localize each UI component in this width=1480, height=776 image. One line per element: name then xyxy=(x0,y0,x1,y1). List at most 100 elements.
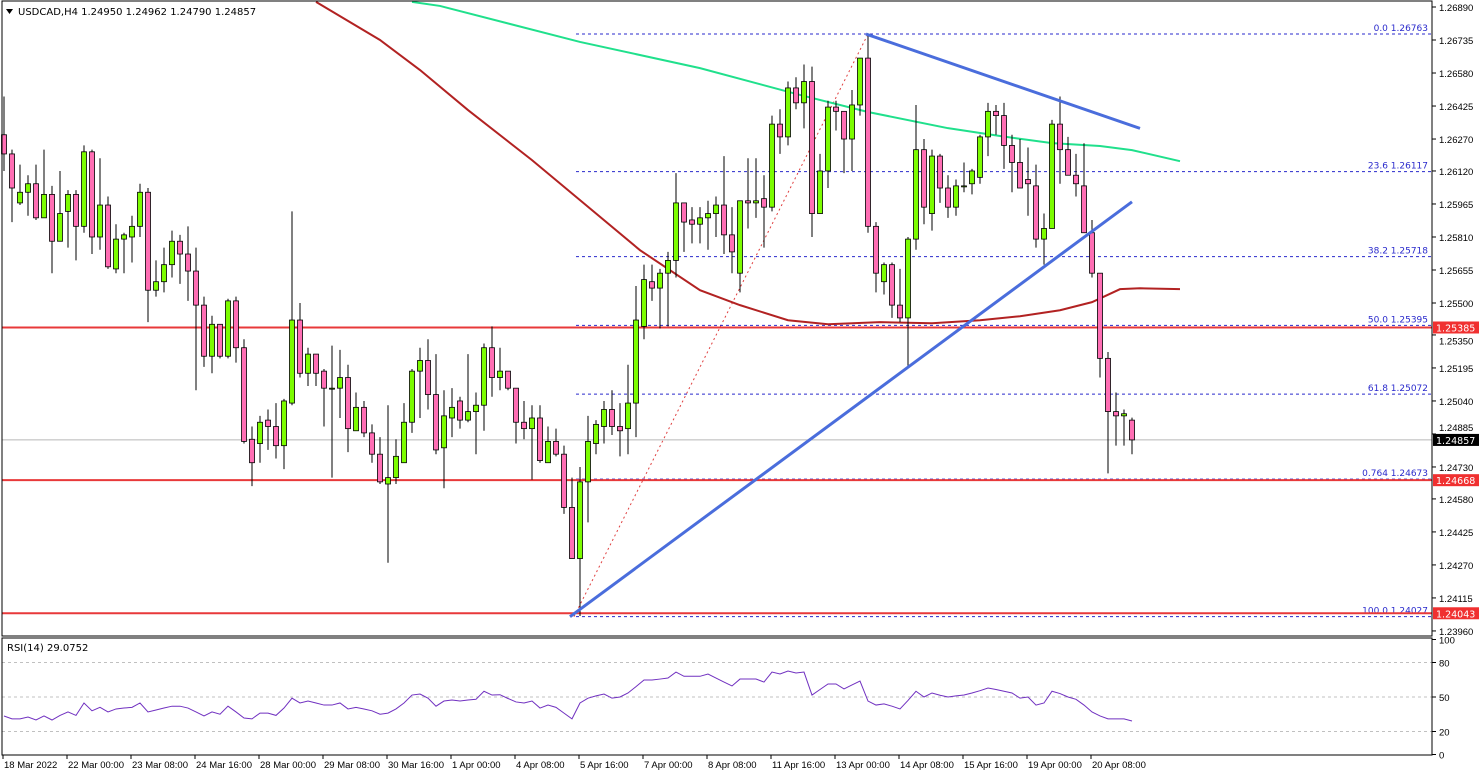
candle xyxy=(929,149,935,231)
candle xyxy=(857,57,863,116)
bearish-candle-body xyxy=(553,441,559,455)
bullish-candle-body xyxy=(857,57,863,106)
bullish-candle-body xyxy=(817,170,823,214)
chart-header: USDCAD,H4 1.24950 1.24962 1.24790 1.2485… xyxy=(6,7,256,654)
bearish-candle-body xyxy=(457,400,463,421)
bearish-candle-body xyxy=(1033,185,1039,240)
price-axis-label: 1.24425 xyxy=(1439,528,1473,539)
candle xyxy=(609,390,615,436)
collapse-triangle-icon[interactable] xyxy=(6,9,13,14)
main-pane[interactable]: 0.0 1.26763 23.6 1.26117 38.2 1.25718 50.0 … xyxy=(1,0,1433,618)
bullish-candle-body xyxy=(577,481,583,559)
bearish-candle-body xyxy=(249,438,255,464)
bullish-candle-body xyxy=(129,225,135,238)
time-axis-label: 5 Apr 16:00 xyxy=(580,760,629,771)
rsi-axis-label: 100 xyxy=(1439,636,1455,647)
bullish-candle-body xyxy=(769,123,775,208)
candle xyxy=(969,168,975,195)
bullish-candle-body xyxy=(665,260,671,274)
bullish-candle-body xyxy=(961,185,967,188)
price-axis-label: 1.24730 xyxy=(1439,463,1473,474)
candle xyxy=(81,145,87,233)
bearish-candle-body xyxy=(993,110,999,117)
bullish-candle-body xyxy=(473,404,479,413)
bullish-candle-body xyxy=(257,421,263,444)
candle xyxy=(369,424,375,463)
candle xyxy=(153,260,159,297)
rsi-pane[interactable] xyxy=(2,662,1432,732)
symbol-info: USDCAD,H4 1.24950 1.24962 1.24790 1.2485… xyxy=(18,7,256,18)
fast-moving-average-line[interactable] xyxy=(315,1,1181,326)
fibonacci-level-label: 0.0 1.26763 xyxy=(1374,24,1428,34)
bullish-candle-body xyxy=(1121,413,1127,417)
bullish-candle-body xyxy=(17,191,23,204)
rsi-line[interactable] xyxy=(3,670,1133,722)
bearish-candle-body xyxy=(377,453,383,483)
candle xyxy=(537,405,543,463)
candle xyxy=(593,420,599,455)
level-price-tag-text: 1.25385 xyxy=(1436,323,1475,334)
candle xyxy=(313,353,319,387)
candle xyxy=(401,403,407,464)
time-axis-label: 8 Apr 08:00 xyxy=(708,760,757,771)
resistance-trendline[interactable] xyxy=(865,32,1141,130)
bearish-candle-body xyxy=(217,323,223,357)
slow-moving-average-line[interactable] xyxy=(411,0,1181,163)
candle xyxy=(233,296,239,363)
candle xyxy=(17,164,23,206)
bullish-candle-body xyxy=(417,360,423,372)
bullish-candle-body xyxy=(121,234,127,240)
price-axis-label: 1.24885 xyxy=(1439,423,1473,434)
fibonacci-level-label: 61.8 1.25072 xyxy=(1368,384,1428,394)
bearish-candle-body xyxy=(105,204,111,268)
bearish-candle-body xyxy=(945,187,951,208)
price-axis-label: 1.25810 xyxy=(1439,233,1473,244)
candle xyxy=(497,347,503,391)
price-axis-label: 1.23960 xyxy=(1439,627,1473,638)
candle xyxy=(449,388,455,438)
fibonacci-level-label: 0.764 1.24673 xyxy=(1362,469,1428,479)
bullish-candle-body xyxy=(281,400,287,447)
main-pane-frame xyxy=(1,0,1433,637)
bullish-candle-body xyxy=(1041,228,1047,240)
candle xyxy=(785,81,791,146)
bullish-candle-body xyxy=(113,238,119,270)
bearish-candle-body xyxy=(425,360,431,395)
candle xyxy=(601,400,607,444)
price-axis-label: 1.26580 xyxy=(1439,69,1473,80)
candle xyxy=(801,64,807,129)
candle xyxy=(345,364,351,453)
price-axis-label: 1.25040 xyxy=(1439,397,1473,408)
level-price-tag xyxy=(1433,474,1479,487)
candle xyxy=(353,392,359,432)
candle xyxy=(9,149,15,223)
candle xyxy=(209,315,215,374)
bearish-candle-body xyxy=(321,370,327,389)
candle xyxy=(993,104,999,135)
candle xyxy=(121,232,127,274)
candle xyxy=(1121,409,1127,446)
time-axis-label: 19 Apr 00:00 xyxy=(1028,760,1082,771)
price-axis-label: 1.25655 xyxy=(1439,266,1473,277)
support-trendline[interactable] xyxy=(569,200,1133,618)
bearish-candle-body xyxy=(561,453,567,508)
candle xyxy=(1097,272,1103,378)
candle xyxy=(457,396,463,429)
candle xyxy=(217,323,223,359)
candle xyxy=(689,207,695,244)
candle xyxy=(705,200,711,250)
candle xyxy=(625,364,631,455)
bullish-candle-body xyxy=(305,353,311,374)
bullish-candle-body xyxy=(497,370,503,378)
candle xyxy=(513,387,519,444)
candle xyxy=(961,162,967,193)
candle xyxy=(1113,392,1119,446)
candle xyxy=(161,247,167,293)
candle xyxy=(1049,119,1055,229)
bullish-candle-body xyxy=(209,323,215,357)
candle xyxy=(1025,147,1031,216)
candle xyxy=(241,339,247,444)
bearish-candle-body xyxy=(521,421,527,430)
bearish-candle-body xyxy=(33,183,39,219)
